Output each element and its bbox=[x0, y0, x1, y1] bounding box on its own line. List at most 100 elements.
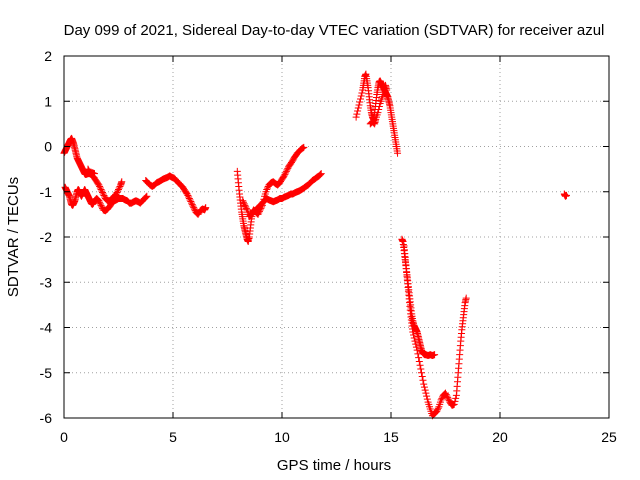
data-point bbox=[452, 394, 460, 402]
data-point bbox=[416, 361, 424, 369]
data-point bbox=[96, 182, 104, 190]
data-point bbox=[418, 369, 426, 377]
data-point bbox=[444, 395, 452, 403]
data-point bbox=[562, 191, 570, 199]
data-point bbox=[410, 334, 418, 342]
axis-ticks: 0 5 10 15 20 25 -6 -5 -4 -3 -2 -1 0 1 2 bbox=[40, 48, 617, 445]
data-point bbox=[241, 201, 249, 209]
data-point bbox=[240, 200, 248, 208]
data-point bbox=[423, 392, 431, 400]
data-point bbox=[98, 187, 106, 195]
data-point bbox=[95, 181, 103, 189]
data-point bbox=[183, 190, 191, 198]
data-point bbox=[434, 406, 442, 414]
data-point bbox=[254, 210, 262, 218]
data-point bbox=[300, 143, 308, 151]
data-point bbox=[354, 107, 362, 115]
data-point bbox=[100, 192, 108, 200]
data-point bbox=[186, 196, 194, 204]
y-axis-title: SDTVAR / TECUs bbox=[5, 177, 22, 297]
data-point bbox=[375, 103, 383, 111]
data-point bbox=[412, 343, 420, 351]
grid bbox=[64, 56, 609, 418]
x-tick-label: 25 bbox=[601, 429, 617, 445]
data-point bbox=[97, 185, 105, 193]
data-point bbox=[115, 185, 122, 193]
data-point bbox=[356, 98, 364, 106]
data-point bbox=[434, 404, 442, 412]
data-point bbox=[415, 354, 423, 362]
y-tick-label: 1 bbox=[44, 93, 52, 109]
data-point bbox=[316, 171, 324, 179]
y-tick-label: 0 bbox=[44, 139, 52, 155]
data-point bbox=[96, 198, 104, 206]
data-point bbox=[281, 170, 289, 178]
x-tick-label: 5 bbox=[169, 429, 177, 445]
y-tick-label: -2 bbox=[40, 229, 53, 245]
data-point bbox=[417, 365, 425, 373]
data-point bbox=[242, 204, 250, 212]
data-point bbox=[357, 92, 365, 100]
data-point bbox=[115, 184, 123, 192]
data-point bbox=[96, 184, 104, 192]
data-point bbox=[282, 169, 290, 177]
data-point bbox=[99, 189, 107, 197]
data-point bbox=[242, 203, 250, 211]
y-tick-label: -4 bbox=[40, 320, 53, 336]
data-point bbox=[410, 331, 418, 339]
data-point bbox=[282, 167, 290, 175]
data-point bbox=[414, 350, 422, 358]
data-point bbox=[185, 195, 193, 203]
x-tick-label: 20 bbox=[492, 429, 508, 445]
data-point bbox=[422, 389, 430, 397]
data-point bbox=[239, 197, 247, 205]
chart-title: Day 099 of 2021, Sidereal Day-to-day VTE… bbox=[64, 22, 605, 39]
data-point bbox=[420, 383, 428, 391]
x-tick-label: 10 bbox=[274, 429, 290, 445]
data-point bbox=[283, 166, 291, 174]
data-point bbox=[95, 197, 103, 205]
y-tick-label: 2 bbox=[44, 48, 52, 64]
data-point bbox=[415, 357, 423, 365]
y-tick-label: -5 bbox=[40, 365, 53, 381]
data-point bbox=[185, 193, 193, 201]
data-point bbox=[421, 386, 429, 394]
data-point bbox=[444, 394, 452, 402]
data-point bbox=[442, 391, 450, 399]
data-point bbox=[352, 113, 360, 121]
data-point bbox=[280, 172, 288, 180]
data-point bbox=[358, 89, 366, 97]
data-point bbox=[419, 376, 427, 384]
data-point bbox=[353, 110, 361, 118]
data-point bbox=[431, 351, 439, 359]
data-point bbox=[438, 394, 446, 402]
data-point bbox=[112, 190, 120, 198]
data-point bbox=[423, 395, 431, 403]
data-point bbox=[317, 170, 325, 178]
data-point bbox=[437, 396, 445, 404]
y-tick-label: -3 bbox=[40, 274, 53, 290]
data-point bbox=[383, 86, 391, 94]
data-point bbox=[187, 198, 195, 206]
data-point bbox=[118, 178, 126, 186]
data-point bbox=[375, 106, 383, 114]
data-point bbox=[355, 101, 363, 109]
data-point bbox=[418, 373, 426, 381]
data-point bbox=[91, 170, 99, 178]
data-point bbox=[113, 189, 121, 197]
data-point bbox=[356, 95, 364, 103]
data-point bbox=[263, 185, 271, 193]
data-point bbox=[450, 400, 458, 408]
data-point bbox=[413, 346, 421, 354]
data-point bbox=[190, 204, 198, 212]
data-point bbox=[451, 397, 459, 405]
data-point bbox=[412, 340, 420, 348]
x-tick-label: 15 bbox=[383, 429, 399, 445]
data-point bbox=[433, 407, 441, 415]
x-tick-label: 0 bbox=[60, 429, 68, 445]
x-axis-title: GPS time / hours bbox=[277, 457, 391, 474]
data-point bbox=[317, 170, 325, 178]
data-point bbox=[142, 193, 150, 201]
data-point bbox=[462, 294, 470, 302]
